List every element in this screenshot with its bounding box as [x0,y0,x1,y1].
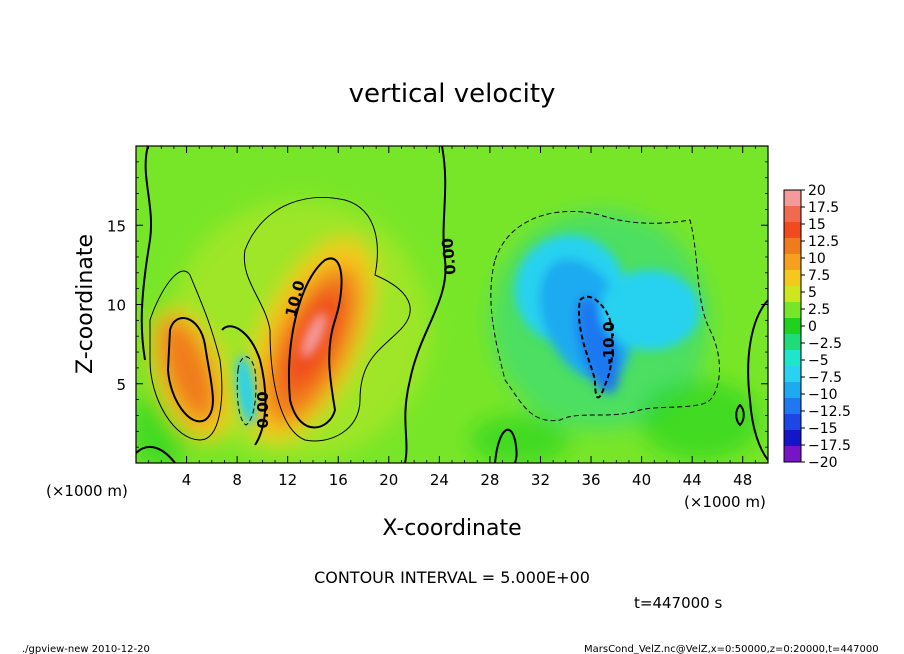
contour-lines [136,146,768,463]
x-tick-label: 20 [379,471,398,489]
x-tick-label: 36 [581,471,600,489]
colorbar-label: 17.5 [808,200,839,216]
colorbar-swatch [784,286,801,303]
colorbar-label: 7.5 [808,268,830,284]
y-tick-label: 10 [107,297,126,315]
contour-10-left [166,317,214,423]
x-tick-label: 24 [430,471,449,489]
colorbar-label: 20 [808,183,826,199]
colorbar-label: 2.5 [808,302,830,318]
colorbar-swatch [784,318,801,335]
contour-neg5-right [490,210,720,422]
x-unit-label-right: (×1000 m) [684,493,766,511]
x-tick-label: 48 [733,471,752,489]
y-tick-label: 5 [116,376,126,394]
x-tick-label: 32 [531,471,550,489]
colorbar-swatch [784,254,801,271]
colorbar-label: −12.5 [808,404,851,420]
x-tick-label: 44 [683,471,702,489]
contour-label-1: 0.00 [254,391,272,428]
footer-left: ./gpview-new 2010-12-20 [22,644,150,654]
colorbar-swatch [784,190,801,207]
x-axis-ticks: 4 8 12 16 20 24 28 32 36 40 44 48 [148,146,756,489]
y-axis-label: Z-coordinate [73,234,98,374]
colorbar-swatch [784,302,801,319]
contour-zero-bottom-b [494,428,518,463]
contour-label-3: 0.00 [438,237,459,275]
colorbar-label: 12.5 [808,234,839,250]
colorbar-label: −5 [808,353,829,369]
x-tick-label: 16 [329,471,348,489]
colorbar-swatch [784,446,801,463]
plot-area: 0.00 10.0 0.00 -10.0 [136,146,768,463]
colorbar-swatch [784,398,801,415]
colorbar-swatch [784,334,801,351]
colorbar-swatch [784,222,801,239]
contour-5-center [243,196,411,442]
colorbar-label: −7.5 [808,370,842,386]
contour-10-center [288,257,343,429]
y-tick-label: 15 [107,217,126,235]
y-axis-ticks: 5 10 15 [107,161,768,448]
x-axis-label: X-coordinate [382,516,521,541]
colorbar-label: −20 [808,455,838,471]
x-tick-label: 12 [278,471,297,489]
contour-zero-left-boundary [140,146,152,361]
contour-interval: CONTOUR INTERVAL = 5.000E+00 [314,568,590,587]
colorbar-label: −2.5 [808,336,842,352]
colorbar-label: −15 [808,421,838,437]
contour-zero-right-small [735,403,745,427]
contour-zero-right-edge [747,299,768,461]
colorbar-swatch [784,430,801,447]
x-tick-label: 4 [182,471,192,489]
colorbar-label: 10 [808,251,826,267]
x-tick-label: 8 [232,471,242,489]
contour-zero-bump [221,325,267,446]
colorbar-swatch [784,206,801,223]
colorbar-label: 0 [808,319,817,335]
colorbar-label: 5 [808,285,817,301]
colorbar-swatch [784,238,801,255]
colorbar-label: 15 [808,217,826,233]
x-tick-label: 28 [480,471,499,489]
contour-neg5-left [236,356,257,426]
colorbar-label: −17.5 [808,438,851,454]
contour-zero-bottom-a [136,446,176,463]
contour-zero-central [404,146,447,463]
colorbar-label: −10 [808,387,838,403]
footer-right: MarsCond_VelZ.nc@VelZ,x=0:50000,z=0:2000… [584,644,879,654]
x-tick-label: 40 [632,471,651,489]
contour-5-left [149,270,223,441]
colorbar-swatch [784,270,801,287]
contour-neg10-right [578,295,614,399]
colorbar-swatch [784,350,801,367]
colorbar-swatch [784,414,801,431]
colorbar: 2017.51512.5107.552.50−2.5−5−7.5−10−12.5… [783,183,851,471]
time-stamp: t=447000 s [634,594,722,612]
colorbar-swatch [784,382,801,399]
field-shading-core [235,235,700,425]
contour-label-4: -10.0 [600,321,618,364]
chart-title: vertical velocity [349,79,556,109]
colorbar-swatch [784,366,801,383]
x-unit-label-left: (×1000 m) [46,482,128,500]
